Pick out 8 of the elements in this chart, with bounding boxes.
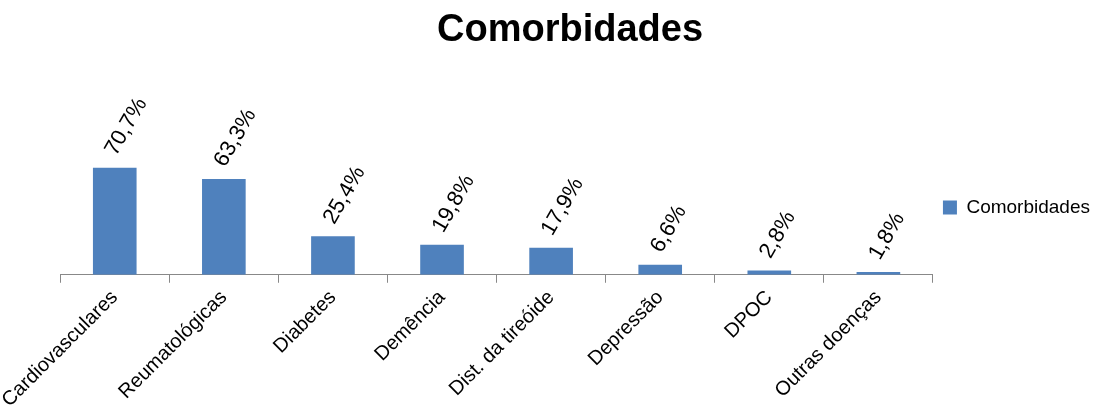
legend-label: Comorbidades (966, 195, 1091, 217)
bar (529, 247, 573, 275)
bar (202, 178, 246, 275)
bar (638, 264, 683, 275)
bar (311, 236, 355, 275)
bar (92, 167, 137, 275)
chart-title: Comorbidades (436, 7, 704, 50)
bar (420, 244, 464, 275)
